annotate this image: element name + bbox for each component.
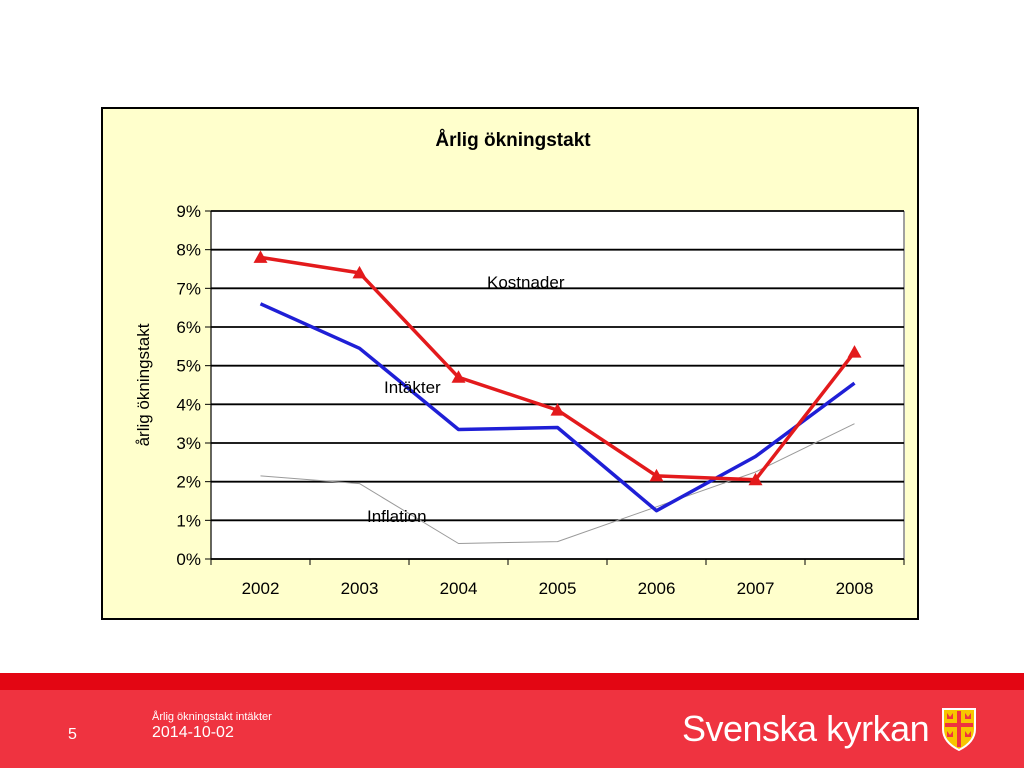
y-tick-label: 3% (176, 434, 201, 453)
y-tick-label: 0% (176, 550, 201, 569)
y-tick-label: 8% (176, 241, 201, 260)
data-point-kostnader (847, 345, 862, 358)
data-point-kostnader (451, 370, 466, 383)
church-cross-shield-icon (942, 708, 977, 751)
y-tick-label: 1% (176, 511, 201, 530)
chart-svg: Årlig ökningstakt 0% 1% 2% 3% 4% 5% 6% 7% 8% 9% 200… (134, 130, 905, 598)
data-point-kostnader (748, 472, 763, 486)
y-tick-label: 6% (176, 318, 201, 337)
y-tick-label: 7% (176, 279, 201, 298)
x-tick-label: 2004 (440, 579, 478, 598)
brand-logo: Svenska kyrkan (682, 704, 977, 754)
data-point-kostnader (550, 403, 565, 416)
chart-panel: Årlig ökningstakt 0% 1% 2% 3% 4% 5% 6% 7% 8% 9% 200… (101, 107, 919, 620)
footer-subtitle: Årlig ökningstakt intäkter (152, 711, 272, 723)
footer-date: 2014-10-02 (152, 724, 234, 741)
x-tick-label: 2006 (638, 579, 676, 598)
y-tick-label: 4% (176, 395, 201, 414)
x-tick-label: 2007 (737, 579, 775, 598)
plot-area (211, 211, 904, 559)
x-tick-label: 2005 (539, 579, 577, 598)
y-axis-title: årlig ökningstakt (134, 323, 153, 446)
data-point-kostnader (649, 468, 664, 482)
x-tick-label: 2002 (242, 579, 280, 598)
x-tick-label: 2008 (836, 579, 874, 598)
y-tick-label: 5% (176, 357, 201, 376)
slide-number: 5 (68, 726, 77, 743)
x-tick-label: 2003 (341, 579, 379, 598)
annotation-intakter: Intäkter (384, 378, 441, 397)
footer-top-band (0, 673, 1024, 690)
data-point-kostnader (352, 265, 367, 279)
y-tick-label: 2% (176, 473, 201, 492)
series-line-inflation (260, 423, 855, 544)
data-point-kostnader (253, 250, 268, 263)
footer: 5 Årlig ökningstakt intäkter 2014-10-02 … (0, 690, 1024, 768)
series-line-intakter (259, 302, 856, 513)
brand-name: Svenska kyrkan (682, 708, 930, 749)
annotation-kostnader: Kostnader (487, 273, 565, 292)
y-tick-label: 9% (176, 202, 201, 221)
chart-title: Årlig ökningstakt (435, 130, 591, 151)
annotation-inflation: Inflation (367, 507, 427, 526)
